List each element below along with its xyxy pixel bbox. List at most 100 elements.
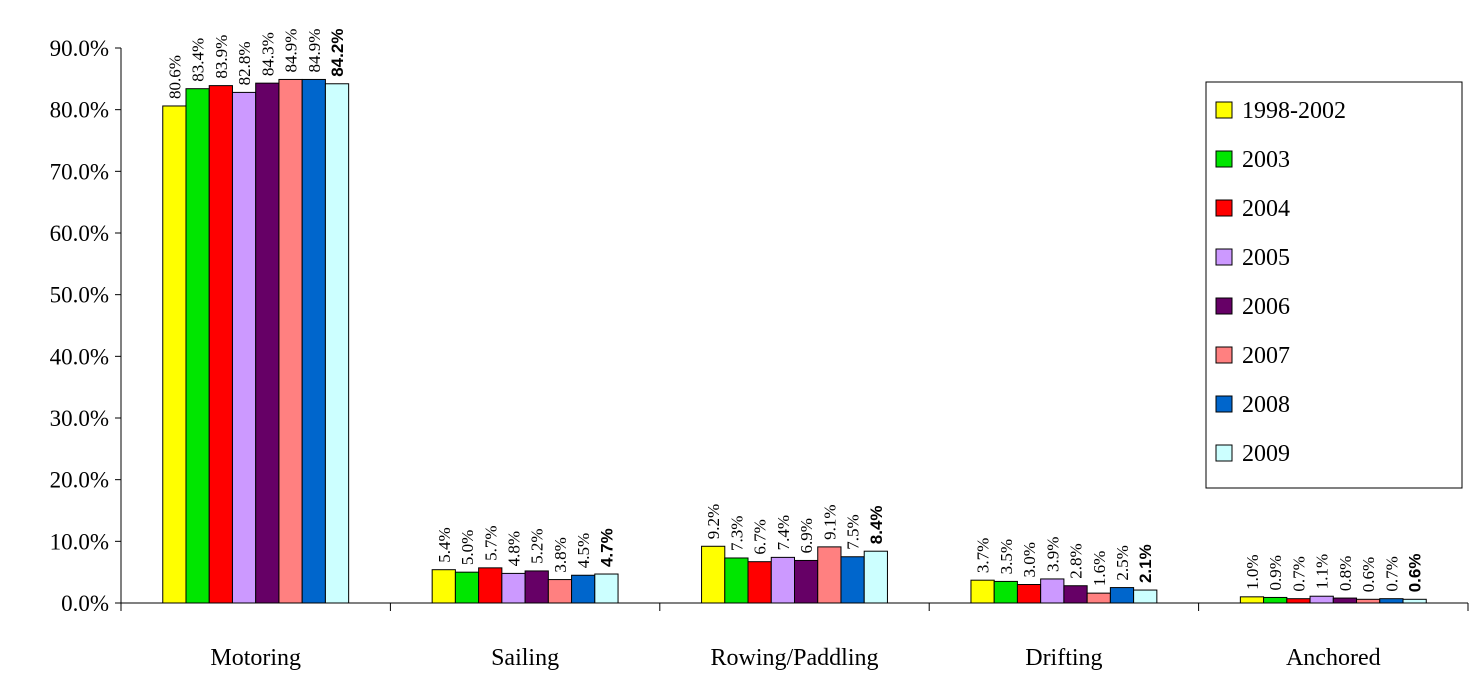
legend-label: 2007 [1242, 343, 1290, 369]
bar [478, 567, 503, 604]
legend-swatch [1215, 297, 1233, 315]
legend-swatch [1215, 101, 1233, 119]
data-label: 3.9% [1043, 537, 1062, 572]
data-label: 8.4% [867, 505, 886, 544]
data-label: 7.5% [844, 514, 863, 549]
y-tick-label: 10.0% [50, 529, 109, 554]
legend-label: 2004 [1242, 196, 1290, 222]
bar [454, 571, 480, 604]
bar [863, 550, 888, 604]
bar [1016, 584, 1042, 604]
bar [970, 579, 995, 604]
data-label: 84.3% [258, 32, 277, 76]
legend-label: 1998-2002 [1242, 98, 1346, 124]
data-label: 1.6% [1090, 551, 1109, 586]
bar [1356, 598, 1381, 604]
bar [794, 559, 819, 604]
legend-label: 2003 [1242, 147, 1290, 173]
data-label: 5.0% [458, 530, 477, 565]
data-label: 83.4% [189, 38, 208, 82]
bar [1332, 597, 1358, 604]
data-label: 7.3% [727, 516, 746, 551]
data-label: 2.5% [1113, 545, 1132, 580]
y-tick-label: 40.0% [50, 344, 109, 369]
bars [162, 78, 1427, 604]
bar [301, 78, 326, 604]
bar [701, 545, 726, 604]
bar [993, 580, 1018, 604]
data-label: 0.7% [1289, 556, 1308, 591]
legend-label: 2006 [1242, 294, 1290, 320]
bar [1040, 578, 1065, 604]
bar [208, 85, 233, 604]
legend-swatch [1215, 444, 1233, 462]
y-tick-label: 80.0% [50, 98, 109, 123]
data-label: 2.1% [1136, 544, 1155, 583]
data-label: 84.9% [305, 29, 324, 73]
data-label: 1.0% [1243, 554, 1262, 589]
bar [1063, 585, 1088, 604]
bar [1379, 598, 1404, 604]
data-label: 0.6% [1359, 557, 1378, 592]
data-label: 3.8% [551, 537, 570, 572]
bar [594, 573, 619, 604]
bar [185, 88, 210, 604]
y-tick-label: 0.0% [61, 591, 109, 616]
data-label: 2.8% [1067, 543, 1086, 578]
data-label: 0.9% [1266, 555, 1285, 590]
legend-label: 2008 [1242, 392, 1290, 418]
data-label: 3.7% [974, 538, 993, 573]
bar [162, 105, 187, 604]
bar [1086, 592, 1111, 604]
legend-swatch [1215, 346, 1233, 364]
bar [547, 579, 573, 604]
data-label: 4.8% [504, 531, 523, 566]
data-label: 6.7% [751, 519, 770, 554]
data-label: 1.1% [1313, 554, 1332, 589]
data-label: 84.9% [282, 29, 301, 73]
bar [1309, 595, 1334, 604]
bar [1133, 589, 1158, 604]
x-axis: Motoring Sailing Rowing/Paddling Drifting An… [120, 602, 1469, 671]
bar [724, 557, 749, 604]
data-label: 0.8% [1336, 556, 1355, 591]
bar [501, 572, 526, 604]
legend-box [1205, 81, 1463, 489]
bar [1109, 587, 1135, 604]
data-label: 82.8% [235, 41, 254, 85]
bar [1263, 596, 1288, 604]
data-label: 3.0% [1020, 542, 1039, 577]
data-label: 9.2% [704, 504, 723, 539]
data-label: 0.6% [1406, 554, 1425, 593]
legend-swatch [1215, 199, 1233, 217]
bar [231, 91, 257, 604]
bar [1239, 596, 1265, 604]
data-label: 6.9% [797, 518, 816, 553]
y-tick-label: 90.0% [50, 36, 109, 61]
data-label: 4.5% [574, 533, 593, 568]
y-tick-label: 70.0% [50, 159, 109, 184]
category-label: Rowing/Paddling [710, 645, 878, 671]
bar [817, 546, 842, 604]
bar [747, 561, 772, 604]
bar [571, 574, 596, 604]
data-label: 4.7% [597, 528, 616, 567]
category-label: Motoring [210, 645, 301, 671]
bar [524, 570, 549, 604]
data-labels: 80.6% 83.4% 83.9% 82.8% 84.3% 84.9% 84.9% 84.2%… [165, 29, 1424, 593]
y-tick-label: 30.0% [50, 406, 109, 431]
y-tick-label: 20.0% [50, 468, 109, 493]
bar [324, 83, 350, 604]
bar [431, 569, 456, 604]
bar [1286, 598, 1311, 604]
data-label: 80.6% [165, 55, 184, 99]
data-label: 83.9% [212, 35, 231, 79]
data-label: 5.2% [528, 529, 547, 564]
legend-swatch [1215, 395, 1233, 413]
data-label: 7.4% [774, 515, 793, 550]
data-label: 0.7% [1382, 556, 1401, 591]
data-label: 84.2% [328, 29, 347, 77]
bar [840, 556, 865, 604]
legend: 1998-2002 2003 2004 2005 2006 2007 2008 2009 [1205, 81, 1463, 489]
